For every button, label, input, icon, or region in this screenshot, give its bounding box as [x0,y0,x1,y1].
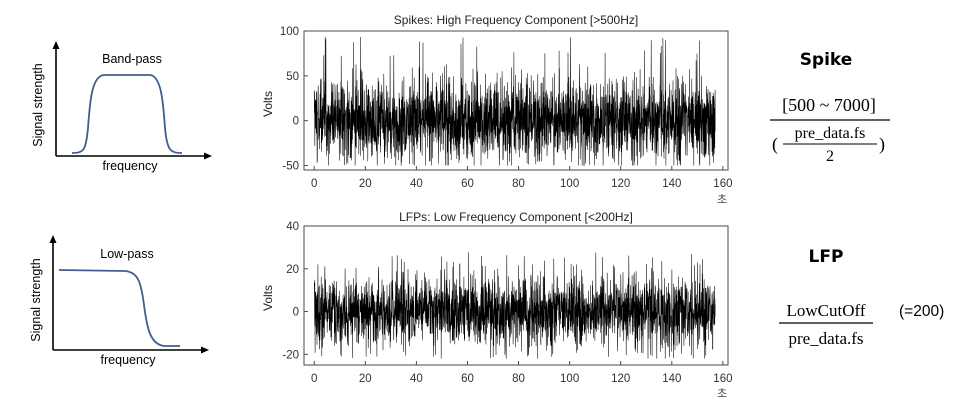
spike-inner-numerator: pre_data.fs [795,125,866,142]
lfp-heading: LFP [809,247,844,267]
lfp-chart-frame [303,225,729,366]
spikes-chart-title: Spikes: High Frequency Component [>500Hz… [394,13,638,27]
spike-heading: Spike [800,50,853,70]
spikes-chart-ylabel: Volts [261,91,275,117]
lfp-chart-ylabel: Volts [261,285,275,311]
y-tick-label: 0 [293,116,299,128]
x-tick-label: 80 [512,373,525,385]
y-tick-label: 0 [293,307,299,319]
x-tick-label: 40 [410,373,423,385]
x-tick-label: 140 [662,178,681,190]
x-tick-label: 100 [560,373,579,385]
x-tick-label: 60 [461,373,474,385]
bandpass-diagram: Band-pass frequency Signal strength [31,41,212,173]
lowpass-diagram: Low-pass frequency Signal strength [29,235,209,367]
lowpass-xlabel: frequency [101,353,157,367]
y-tick-label: 100 [280,26,299,38]
lfp-signal-trace [313,252,716,359]
spike-close-paren: ) [879,134,885,155]
lfp-cutoff-note: (=200) [899,303,944,320]
bandpass-x-arrow [204,152,212,160]
x-tick-label: 20 [359,373,372,385]
lfp-formula-numerator: LowCutOff [786,301,865,320]
lowpass-curve [58,269,180,347]
x-tick-label: 20 [359,178,372,190]
x-tick-label: 0 [311,178,317,190]
lowpass-ylabel: Signal strength [29,258,43,341]
x-tick-label: 160 [713,178,732,190]
y-tick-label: 40 [286,221,299,233]
spike-formula-numerator: [500 ~ 7000] [782,95,876,115]
y-tick-label: -50 [282,161,299,173]
lfp-chart-xlabel: 초 [717,387,727,400]
spike-inner-denominator: 2 [826,148,834,165]
bandpass-title: Band-pass [102,52,162,66]
lfp-formula-denominator: pre_data.fs [788,329,863,348]
lowpass-title: Low-pass [100,247,154,261]
spikes-chart: Spikes: High Frequency Component [>500Hz… [261,13,732,206]
x-tick-label: 120 [611,373,630,385]
lowpass-y-arrow [49,235,57,243]
lfp-formula: LFP LowCutOff pre_data.fs (=200) [779,247,944,348]
lfp-chart: LFPs: Low Frequency Component [<200Hz] V… [261,210,732,400]
signal-line [313,36,716,166]
spikes-signal-trace [313,36,716,166]
spike-formula: Spike [500 ~ 7000] ( pre_data.fs 2 ) [770,50,890,165]
y-tick-label: 20 [286,264,299,276]
bandpass-xlabel: frequency [103,159,159,173]
x-tick-label: 100 [560,178,579,190]
spikes-chart-frame [303,30,729,171]
x-tick-label: 40 [410,178,423,190]
spikes-chart-ticks: 0 20 40 60 80 100 120 140 160 -50 0 50 100 [280,26,733,190]
bandpass-curve [71,74,183,154]
y-tick-label: -20 [282,349,299,361]
x-tick-label: 120 [611,178,630,190]
spikes-chart-xlabel: 초 [717,193,727,206]
y-tick-label: 50 [286,71,299,83]
x-tick-label: 60 [461,178,474,190]
x-tick-label: 80 [512,178,525,190]
lowpass-x-arrow [201,346,209,354]
x-tick-label: 0 [311,373,317,385]
signal-line [313,252,716,359]
bandpass-ylabel: Signal strength [31,63,45,146]
x-tick-label: 140 [662,373,681,385]
lfp-chart-ticks: 0 20 40 60 80 100 120 140 160 -20 0 20 40 [282,221,732,385]
spike-open-paren: ( [772,134,778,155]
bandpass-y-arrow [52,41,60,49]
x-tick-label: 160 [713,373,732,385]
lfp-chart-title: LFPs: Low Frequency Component [<200Hz] [399,210,633,224]
